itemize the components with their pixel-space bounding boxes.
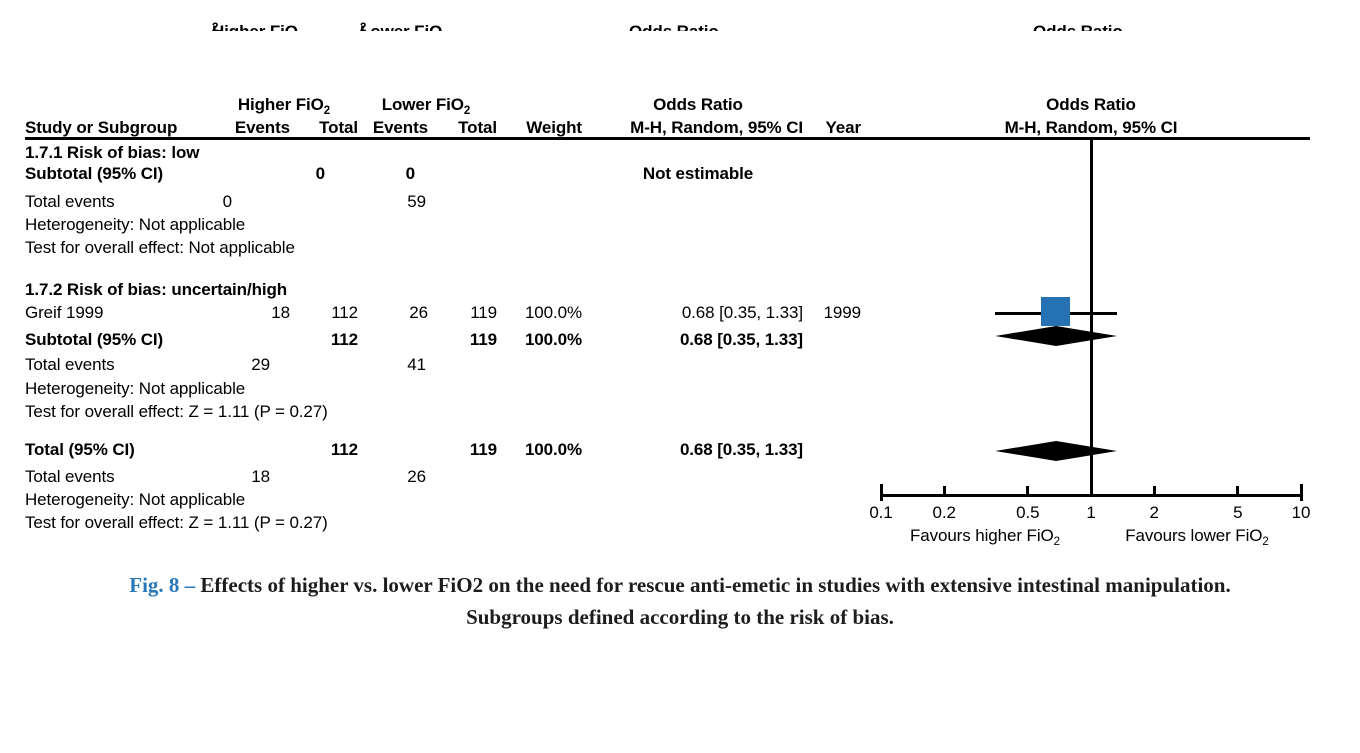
row-ci: 0.68 [0.35, 1.33] — [679, 440, 803, 459]
study-marker-square — [1041, 296, 1071, 326]
favours-right-label: Favours lower FiO2 — [1125, 526, 1269, 548]
group-header-odds-ratio: Odds Ratio — [653, 95, 743, 114]
col-header-weight: Weight — [526, 118, 582, 137]
overall-diamond — [995, 441, 1117, 461]
row-ci: 0.68 [0.35, 1.33] — [681, 303, 803, 322]
axis-tick — [1236, 486, 1240, 494]
row-total-lower: 0 — [405, 164, 415, 183]
favours-left-label: Favours higher FiO2 — [909, 526, 1061, 548]
col-header-events-higher: Events — [234, 118, 290, 137]
col-header-total-higher: Total — [319, 118, 358, 137]
axis-tick-label: 1 — [1086, 503, 1096, 522]
axis-tick-label: 10 — [1291, 503, 1311, 522]
row-label: Total (95% CI) — [25, 440, 135, 459]
row-events-lower: 26 — [407, 467, 426, 486]
figure-caption: Fig. 8 – Effects of higher vs. lower FiO… — [10, 569, 1350, 633]
col-header-total-lower: Total — [458, 118, 497, 137]
row-events-higher: 29 — [251, 355, 270, 374]
row-weight: 100.0% — [524, 440, 582, 459]
axis-tick — [942, 486, 946, 494]
group-header-higher-fio2: Higher FiO2 — [237, 95, 331, 117]
group-header-lower-fio2: Lower FiO2 — [381, 95, 471, 117]
figure-number: Fig. 8 – — [129, 573, 196, 597]
axis-tick — [1026, 486, 1030, 494]
row-events-lower: 41 — [407, 355, 426, 374]
cropped-header-sliver: Higher FiO2 Lower FiO2 Odds Ratio Odds R… — [212, 22, 1123, 31]
col-header-study: Study or Subgroup — [25, 118, 178, 137]
row-events-lower: 26 — [409, 303, 428, 322]
table-row: Greif 1999 18 112 26 119 100.0% 0.68 [0.… — [0, 303, 1360, 325]
table-row: Heterogeneity: Not applicable — [0, 215, 1360, 237]
axis-tick — [1089, 486, 1093, 494]
table-row: Total events 29 41 — [0, 355, 1360, 377]
col-header-year: Year — [825, 118, 861, 137]
table-row: Heterogeneity: Not applicable — [0, 490, 1360, 512]
row-total-lower: 119 — [469, 330, 497, 349]
row-note: Heterogeneity: Not applicable — [25, 215, 246, 234]
row-note: Test for overall effect: Z = 1.11 (P = 0… — [25, 402, 328, 421]
row-note: Heterogeneity: Not applicable — [25, 379, 246, 398]
row-events-higher: 18 — [271, 303, 290, 322]
table-row: Test for overall effect: Z = 1.11 (P = 0… — [0, 402, 1360, 424]
row-total-higher: 112 — [330, 440, 358, 459]
row-total-higher: 112 — [331, 303, 358, 322]
row-note: Heterogeneity: Not applicable — [25, 490, 246, 509]
row-events-higher: 0 — [222, 192, 232, 211]
row-note: Test for overall effect: Not applicable — [25, 238, 295, 257]
axis-tick-label: 0.2 — [932, 503, 956, 522]
table-row: Test for overall effect: Not applicable — [0, 238, 1360, 260]
row-label: Subtotal (95% CI) — [25, 164, 164, 183]
axis-tick — [879, 484, 883, 501]
row-label: Total events — [25, 467, 115, 486]
table-row: Heterogeneity: Not applicable — [0, 379, 1360, 401]
table-row: Test for overall effect: Z = 1.11 (P = 0… — [0, 513, 1360, 535]
caption-line-1: Fig. 8 – Effects of higher vs. lower FiO… — [129, 573, 1231, 597]
axis-tick-label: 0.1 — [869, 503, 893, 522]
row-weight: 100.0% — [524, 330, 582, 349]
col-header-ci-plot: M-H, Random, 95% CI — [1004, 118, 1178, 137]
study-name: Greif 1999 — [25, 303, 104, 322]
axis-tick — [1299, 484, 1303, 501]
row-total-higher: 112 — [330, 330, 358, 349]
subgroup-title: 1.7.1 Risk of bias: low — [25, 143, 200, 162]
subgroup-title: 1.7.2 Risk of bias: uncertain/high — [25, 280, 288, 299]
subtotal-diamond — [995, 326, 1117, 346]
row-total-lower: 119 — [469, 440, 497, 459]
table-row: Total events 0 59 — [0, 192, 1360, 214]
header-rule — [25, 137, 1310, 140]
row-year: 1999 — [823, 303, 862, 322]
table-row: 1.7.2 Risk of bias: uncertain/high — [0, 280, 1360, 302]
table-row: Total events 18 26 — [0, 467, 1360, 489]
row-total-higher: 0 — [315, 164, 325, 183]
axis-tick-label: 2 — [1149, 503, 1159, 522]
axis-tick-label: 5 — [1233, 503, 1243, 522]
table-row: Subtotal (95% CI) 0 0 Not estimable — [0, 164, 1360, 186]
table-row: Subtotal (95% CI) 112 119 100.0% 0.68 [0… — [0, 330, 1360, 352]
row-total-lower: 119 — [470, 303, 497, 322]
x-axis-line — [879, 494, 1303, 497]
row-note: Test for overall effect: Z = 1.11 (P = 0… — [25, 513, 328, 532]
row-label: Total events — [25, 192, 115, 211]
col-header-ci: M-H, Random, 95% CI — [630, 118, 803, 137]
row-label: Subtotal (95% CI) — [25, 330, 164, 349]
col-header-events-lower: Events — [372, 118, 428, 137]
row-weight: 100.0% — [524, 303, 582, 322]
axis-tick-label: 0.5 — [1016, 503, 1040, 522]
axis-tick — [1152, 486, 1156, 494]
table-row: Total (95% CI) 112 119 100.0% 0.68 [0.35… — [0, 440, 1360, 462]
row-label: Total events — [25, 355, 115, 374]
row-events-lower: 59 — [407, 192, 426, 211]
caption-line-2: Subgroups defined according to the risk … — [466, 605, 894, 629]
table-row: 1.7.1 Risk of bias: low — [0, 143, 1360, 165]
group-header-odds-ratio-plot: Odds Ratio — [1046, 95, 1136, 114]
row-events-higher: 18 — [251, 467, 270, 486]
row-ci: Not estimable — [642, 164, 754, 183]
null-effect-line — [1089, 140, 1093, 497]
row-ci: 0.68 [0.35, 1.33] — [679, 330, 803, 349]
